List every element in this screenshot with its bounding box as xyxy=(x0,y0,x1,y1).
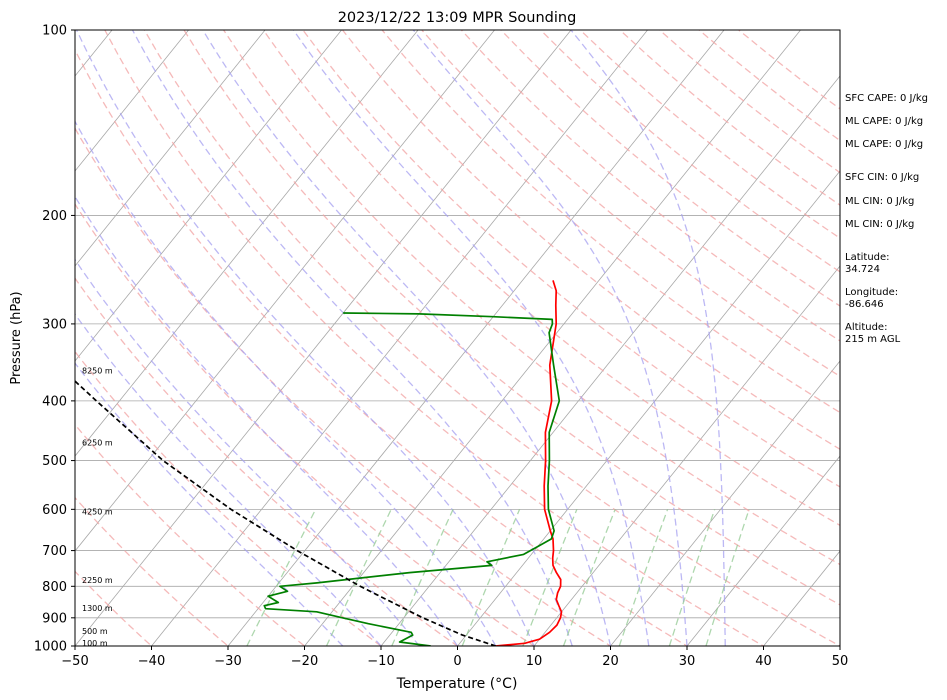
ml-cape-text-2: ML CAPE: 0 J/kg xyxy=(845,139,924,150)
x-tick-label: −40 xyxy=(138,654,165,669)
isotherm-line xyxy=(75,30,266,267)
y-tick-label: 800 xyxy=(42,580,67,595)
dry-adiabat-line xyxy=(183,30,840,606)
altitude-label: Altitude: xyxy=(845,322,888,333)
y-tick-label: 1000 xyxy=(34,640,67,655)
x-tick-label: −20 xyxy=(291,654,318,669)
height-labels: 100 m 500 m 1300 m 2250 m 4250 m 6250 m 8250 m xyxy=(82,366,113,647)
isotherm-line xyxy=(227,30,725,646)
isotherm-line xyxy=(610,360,840,646)
moist-adiabat-line xyxy=(75,362,344,646)
moist-adiabat-line xyxy=(570,30,726,646)
mixing-ratio-line xyxy=(668,509,716,646)
x-tick-label: 30 xyxy=(679,654,696,669)
dry-adiabat-line xyxy=(143,30,840,646)
longitude-value: -86.646 xyxy=(845,299,884,310)
y-tick-label: 400 xyxy=(42,394,67,409)
moist-adiabat-line xyxy=(75,313,382,646)
y-tick-label: 900 xyxy=(42,611,67,626)
mixing-ratio-line xyxy=(522,509,578,646)
y-axis-ticks: 1000 900 800 700 600 500 400 300 200 100 xyxy=(34,24,75,655)
y-tick-label: 700 xyxy=(42,544,67,559)
mixing-ratio-line xyxy=(705,509,750,646)
y-tick-label: 200 xyxy=(42,209,67,224)
y-tick-label: 100 xyxy=(42,24,67,39)
height-label: 500 m xyxy=(82,627,108,636)
isotherm-line xyxy=(380,75,840,646)
dry-adiabat-line xyxy=(75,423,306,646)
chart-title: 2023/12/22 13:09 MPR Sounding xyxy=(338,10,577,26)
moist-adiabat-line xyxy=(412,30,688,646)
moist-adiabat-line xyxy=(292,30,650,646)
sfc-cape-text: SFC CAPE: 0 J/kg xyxy=(845,93,928,104)
dry-adiabat-line xyxy=(262,30,840,527)
isotherm-line xyxy=(75,30,572,646)
dry-adiabat-line xyxy=(104,30,765,646)
isotherm-line xyxy=(75,30,343,362)
isotherm-line xyxy=(75,30,190,172)
x-tick-label: −30 xyxy=(214,654,241,669)
latitude-label: Latitude: xyxy=(845,252,890,263)
dry-adiabat-line xyxy=(75,127,612,646)
isotherm-line xyxy=(686,455,840,646)
height-label: 6250 m xyxy=(82,438,113,447)
x-tick-label: 50 xyxy=(832,654,849,669)
x-tick-label: −10 xyxy=(367,654,394,669)
dry-adiabat-line xyxy=(75,570,153,646)
dry-adiabat-line xyxy=(75,496,230,646)
y-axis-label: Pressure (hPa) xyxy=(9,291,24,384)
isotherm-line xyxy=(75,30,496,552)
isotherm-line xyxy=(457,170,840,646)
longitude-label: Longitude: xyxy=(845,287,899,298)
dry-adiabat-line xyxy=(223,30,840,566)
isotherm-line xyxy=(304,30,802,646)
moist-adiabat-line xyxy=(75,258,420,646)
x-tick-label: −50 xyxy=(61,654,88,669)
y-tick-label: 600 xyxy=(42,503,67,518)
isotherm-line xyxy=(151,30,649,646)
moist-adiabat-line xyxy=(76,30,535,646)
latitude-value: 34.724 xyxy=(845,264,880,275)
height-label: 4250 m xyxy=(82,508,113,517)
dewpoint-line xyxy=(263,312,561,646)
moist-adiabat-line xyxy=(75,120,497,646)
altitude-value: 215 m AGL xyxy=(845,334,901,345)
sfc-cin-text: SFC CIN: 0 J/kg xyxy=(845,172,920,183)
height-label: 8250 m xyxy=(82,366,113,375)
y-tick-label: 300 xyxy=(42,317,67,332)
x-axis-label: Temperature (°C) xyxy=(396,676,518,692)
dry-adiabat-line xyxy=(75,277,459,646)
ml-cin-text-2: ML CIN: 0 J/kg xyxy=(845,219,915,230)
height-label: 100 m xyxy=(82,639,108,648)
isotherm-line xyxy=(763,550,840,646)
moist-adiabat-line xyxy=(202,30,612,646)
moist-adiabat-line xyxy=(131,30,573,646)
y-tick-label: 500 xyxy=(42,454,67,469)
moist-adiabat-line xyxy=(75,195,459,646)
mixing-ratio-line xyxy=(562,509,616,646)
isotherm-line xyxy=(75,30,419,457)
x-tick-label: 20 xyxy=(602,654,619,669)
dry-adiabat-line xyxy=(75,350,383,646)
mixing-ratio-line xyxy=(461,509,521,646)
ml-cape-text: ML CAPE: 0 J/kg xyxy=(845,116,924,127)
x-tick-label: 10 xyxy=(526,654,543,669)
background-lines xyxy=(75,16,947,659)
sounding-lines xyxy=(75,280,563,646)
mixing-ratio-line xyxy=(246,509,317,646)
height-label: 1300 m xyxy=(82,604,113,613)
parcel-line xyxy=(75,379,497,646)
mixing-ratio-line xyxy=(618,509,669,646)
temperature-line xyxy=(495,280,563,646)
x-axis-ticks: −50 −40 −30 −20 −10 0 10 20 30 40 50 xyxy=(61,646,848,669)
dry-adiabat-line xyxy=(75,202,536,646)
x-tick-label: 40 xyxy=(755,654,772,669)
isotherm-line xyxy=(906,16,947,659)
ml-cin-text: ML CIN: 0 J/kg xyxy=(845,196,915,207)
x-tick-label: 0 xyxy=(453,654,461,669)
dry-adiabat-line xyxy=(75,48,689,646)
isotherm-line xyxy=(533,265,840,646)
height-label: 2250 m xyxy=(82,576,113,585)
